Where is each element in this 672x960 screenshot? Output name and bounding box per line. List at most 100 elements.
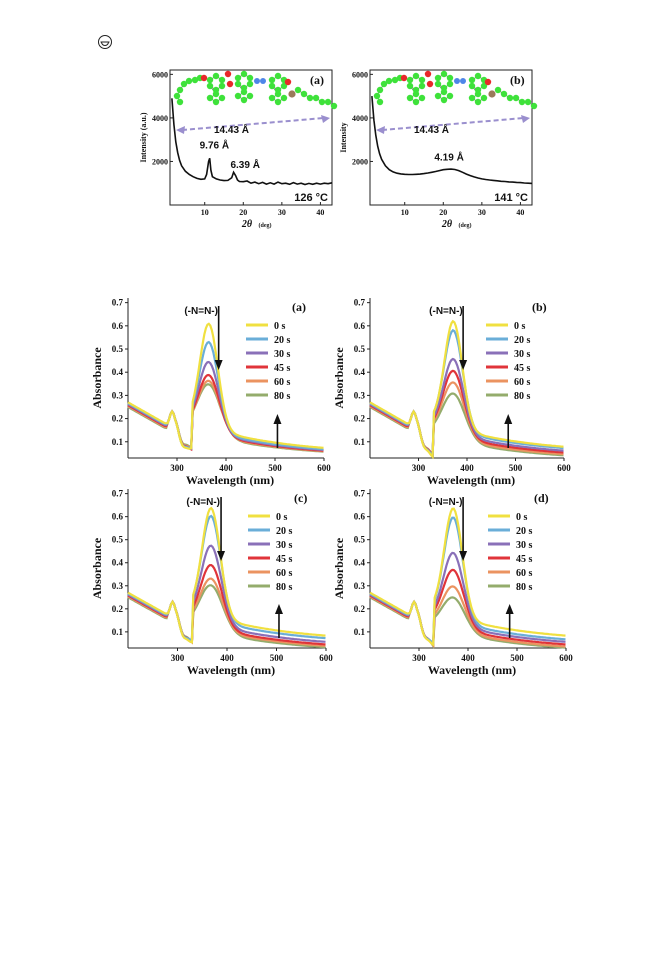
x-tick-label: 400 <box>219 463 233 473</box>
y-tick-label: 0.6 <box>112 512 124 522</box>
y-tick-label: 0.5 <box>354 535 366 545</box>
atom-carbon <box>268 94 276 102</box>
y-axis-label: Absorbance <box>332 347 346 409</box>
x-tick-label: 300 <box>171 653 185 663</box>
series-line-30s <box>369 551 566 647</box>
atom-carbon <box>406 76 414 84</box>
legend-label: 20 s <box>276 526 293 537</box>
uv-b-panel: 300 400 500 600 0.1 0.2 0.3 0.4 0.5 0.6 0.7 (-N=N-)… <box>332 298 571 487</box>
atom-carbon <box>524 98 532 106</box>
xrd-a-panel: 10 20 30 40 2000 4000 6000 (a) 14.43 Å 9.76 Å6.39… <box>139 69 338 230</box>
dashed-arrow-head-left <box>376 126 385 134</box>
panel-label: (a) <box>292 300 306 314</box>
xrd-curve <box>371 96 533 185</box>
legend-label: 0 s <box>274 321 286 332</box>
y-tick-label: 6000 <box>152 70 168 79</box>
y-tick-label: 0.7 <box>112 489 124 499</box>
atom-carbon <box>218 94 226 102</box>
y-tick-label: 0.7 <box>354 298 366 308</box>
atom-oxygen <box>284 78 292 86</box>
atom-carbon <box>412 72 420 80</box>
legend-label: 80 s <box>516 582 533 593</box>
legend-label: 30 s <box>276 540 293 551</box>
atom-carbon <box>234 80 242 88</box>
uv-c-panel: 300 400 500 600 0.1 0.2 0.3 0.4 0.5 0.6 0.7 (-N=N-)… <box>90 489 333 677</box>
atom-carbon <box>274 98 282 106</box>
x-tick-label: 400 <box>460 463 474 473</box>
x-axis-label: Wavelength (nm) <box>187 663 275 677</box>
down-arrow-head <box>217 551 226 561</box>
y-tick-label: 0.6 <box>354 321 366 331</box>
x-tick-label: 600 <box>317 463 331 473</box>
atom-carbon <box>312 94 320 102</box>
x-tick-label: 20 <box>239 208 247 217</box>
x-tick-label: 30 <box>478 208 486 217</box>
atom-nitrogen <box>260 78 266 84</box>
atom-carbon <box>506 94 514 102</box>
atom-carbon <box>212 72 220 80</box>
atom-carbon <box>268 76 276 84</box>
atom-carbon <box>180 80 188 88</box>
up-arrow-head <box>274 604 283 614</box>
series-line-20s <box>369 516 566 645</box>
atom-carbon <box>234 74 242 82</box>
dashed-arrow-head-right <box>521 115 530 123</box>
distance-annotation: 14.43 Å <box>414 123 449 136</box>
atom-carbon <box>268 82 276 90</box>
up-arrow-head <box>504 414 513 424</box>
atom-sulfur <box>288 90 296 98</box>
y-tick-label: 0.5 <box>354 344 366 354</box>
series-line-20s <box>127 340 324 451</box>
atom-nitrogen <box>460 78 466 84</box>
atom-carbon <box>373 92 381 100</box>
atom-carbon <box>440 70 448 78</box>
atom-oxygen <box>224 70 232 78</box>
panel-label: (d) <box>534 491 549 505</box>
atom-carbon <box>246 80 254 88</box>
atom-carbon <box>212 98 220 106</box>
legend-label: 45 s <box>274 363 291 374</box>
series-line-0s <box>127 322 324 450</box>
uv-d-panel: 300 400 500 600 0.1 0.2 0.3 0.4 0.5 0.6 0.7 (-N=N-)… <box>332 489 573 677</box>
atom-carbon <box>274 90 282 98</box>
panel-label: (b) <box>532 300 547 314</box>
legend-label: 60 s <box>276 568 293 579</box>
panel-label: (c) <box>294 491 307 505</box>
atom-carbon <box>412 98 420 106</box>
y-tick-label: 0.3 <box>354 581 366 591</box>
x-tick-label: 500 <box>270 653 284 663</box>
x-tick-label: 300 <box>412 653 426 663</box>
atom-carbon <box>240 96 248 104</box>
y-axis-label: Intensity (a.u.) <box>139 112 148 162</box>
y-tick-label: 4000 <box>152 114 168 123</box>
legend-label: 0 s <box>276 512 288 523</box>
atom-carbon <box>280 82 288 90</box>
xrd-figure: 10 20 30 40 2000 4000 6000 (a) 14.43 Å 9.76 Å6.39… <box>139 69 538 230</box>
y-tick-label: 2000 <box>352 157 368 166</box>
atom-carbon <box>446 80 454 88</box>
y-tick-label: 0.7 <box>112 298 124 308</box>
y-tick-label: 0.3 <box>354 390 366 400</box>
atom-carbon <box>206 94 214 102</box>
atom-nitrogen <box>254 78 260 84</box>
y-tick-label: 0.4 <box>354 558 366 568</box>
molecule-structure <box>373 70 538 110</box>
x-tick-label: 600 <box>559 653 573 663</box>
atom-carbon <box>474 72 482 80</box>
y-axis-label: Absorbance <box>332 537 346 599</box>
x-axis-unit: (deg) <box>259 222 272 229</box>
y-tick-label: 0.2 <box>112 604 124 614</box>
legend-label: 45 s <box>516 554 533 565</box>
y-tick-label: 0.6 <box>112 321 124 331</box>
atom-carbon <box>246 74 254 82</box>
legend-label: 45 s <box>276 554 293 565</box>
atom-carbon <box>530 102 538 110</box>
atom-carbon <box>324 98 332 106</box>
atom-carbon <box>434 92 442 100</box>
x-tick-label: 10 <box>201 208 209 217</box>
atom-oxygen <box>400 74 408 82</box>
atom-carbon <box>173 92 181 100</box>
atom-carbon <box>434 74 442 82</box>
dashed-arrow-head-left <box>176 126 185 134</box>
y-tick-label: 0.4 <box>112 558 124 568</box>
